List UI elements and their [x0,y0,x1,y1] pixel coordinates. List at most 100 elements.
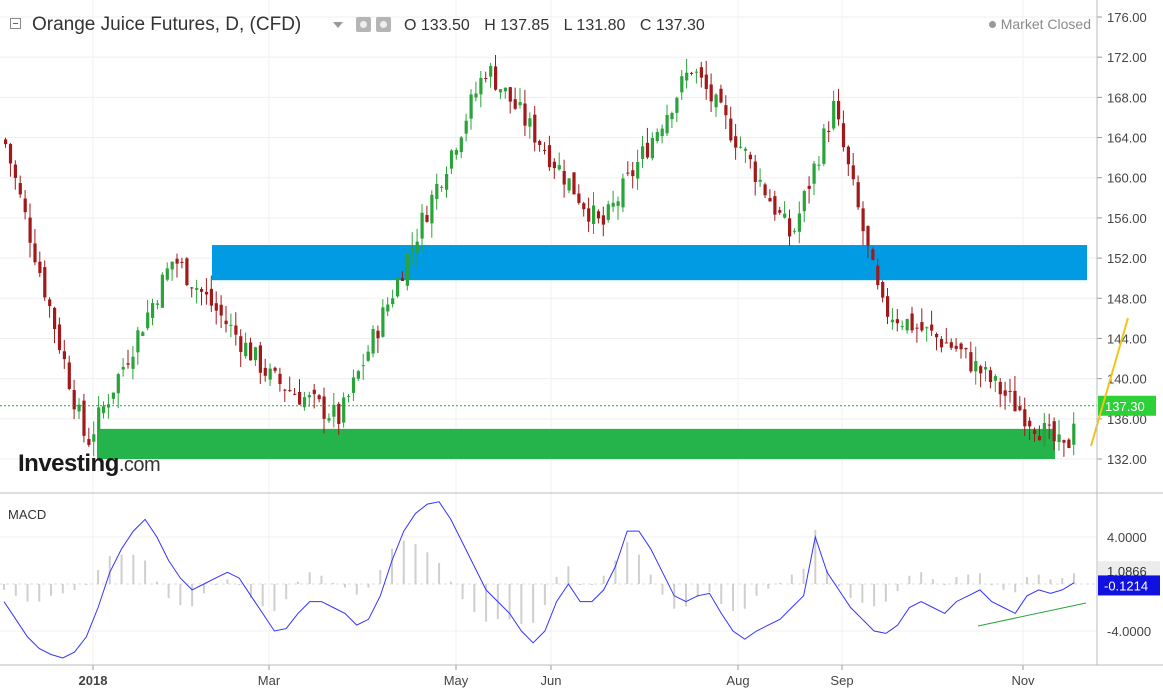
candle-body [28,217,32,243]
candle-body [846,146,850,165]
candle-body [200,288,204,292]
candle-body [827,130,831,132]
macd-histogram-bar [626,541,629,584]
macd-histogram-bar [743,584,746,609]
macd-histogram-bar [567,566,570,584]
macd-histogram-bar [779,582,782,584]
candle-body [988,370,993,383]
candle-body [925,327,929,329]
candle-body [209,288,213,306]
macd-histogram-bar [308,572,311,584]
candle-body [23,198,27,213]
macd-histogram-bar [978,573,981,584]
candle-body [792,230,797,232]
candle-body [974,360,978,372]
macd-histogram-bar [732,584,735,612]
candle-body [861,208,865,232]
macd-histogram-bar [955,576,958,584]
macd-histogram-bar [332,582,335,584]
candle-body [910,313,914,331]
macd-histogram-bar [590,584,593,585]
candle-body [38,261,42,273]
candle-body [469,94,473,119]
candle-body [498,89,503,93]
candle-body [841,123,846,148]
candle-body [954,345,958,349]
candle-body [984,366,988,370]
candle-body [611,202,615,207]
candle-body [626,172,630,174]
macd-histogram-bar [461,584,464,600]
macd-histogram-bar [579,584,582,585]
candle-body [949,342,953,348]
candle-body [400,278,405,281]
candle-body [508,87,512,102]
candle-body [337,403,341,424]
candle-body [959,343,963,350]
candle-body [680,76,684,93]
collapse-icon[interactable] [10,18,21,29]
macd-histogram-bar [155,581,158,584]
candle-body [302,397,307,408]
price-tick-label: 168.00 [1107,90,1147,105]
time-tick-label: May [444,673,469,688]
candle-body [743,148,748,151]
candle-body [758,179,762,182]
candle-body [523,103,527,126]
macd-histogram-bar [790,574,793,584]
macd-histogram-bar [967,574,970,584]
gear-icon[interactable] [376,17,391,32]
macd-histogram-bar [485,584,488,622]
candle-body [905,319,909,331]
candle-body [915,327,919,329]
candle-body [33,243,37,263]
candle-body [151,303,155,318]
candle-body [969,352,973,372]
candle-body [1072,423,1076,445]
price-tick-label: 144.00 [1107,331,1147,346]
candle-body [1042,422,1046,446]
macd-histogram-bar [249,584,252,599]
macd-histogram-bar [684,584,687,607]
candle-body [77,404,81,412]
candle-body [547,145,552,168]
macd-histogram-bar [273,584,276,612]
candle-body [802,191,806,212]
macd-histogram-bar [908,575,911,584]
candle-body [494,66,498,90]
candle-body [1067,439,1071,449]
macd-value-badge [1098,575,1160,596]
candle-body [82,400,86,436]
time-tick-label: Aug [726,673,749,688]
candle-body [8,144,13,164]
macd-tick-label: -4.0000 [1107,624,1151,639]
candle-body [283,389,287,391]
macd-histogram-bar [920,572,923,584]
candle-body [170,261,174,270]
macd-histogram-bar [884,584,887,602]
candle-body [729,118,733,141]
candle-body [214,303,218,311]
candle-body [342,397,346,423]
market-status: Market Closed [988,16,1091,32]
macd-histogram-bar [85,584,88,585]
macd-histogram-bar [120,554,123,584]
candle-body [136,330,140,353]
macd-histogram-bar [238,584,241,586]
candle-body [856,182,860,208]
candle-body [788,218,792,237]
candle-body [592,205,596,224]
candle-body [396,277,400,297]
visibility-icon[interactable] [356,17,371,32]
candle-body [930,324,934,331]
candle-body [180,261,184,263]
candle-body [327,418,331,421]
candle-body [87,439,91,445]
candle-body [322,396,326,419]
macd-histogram-bar [767,584,770,589]
macd-histogram-bar [414,544,417,584]
chevron-down-icon[interactable] [333,22,343,28]
logo-main: Investing [18,450,119,477]
candle-body [62,351,66,360]
